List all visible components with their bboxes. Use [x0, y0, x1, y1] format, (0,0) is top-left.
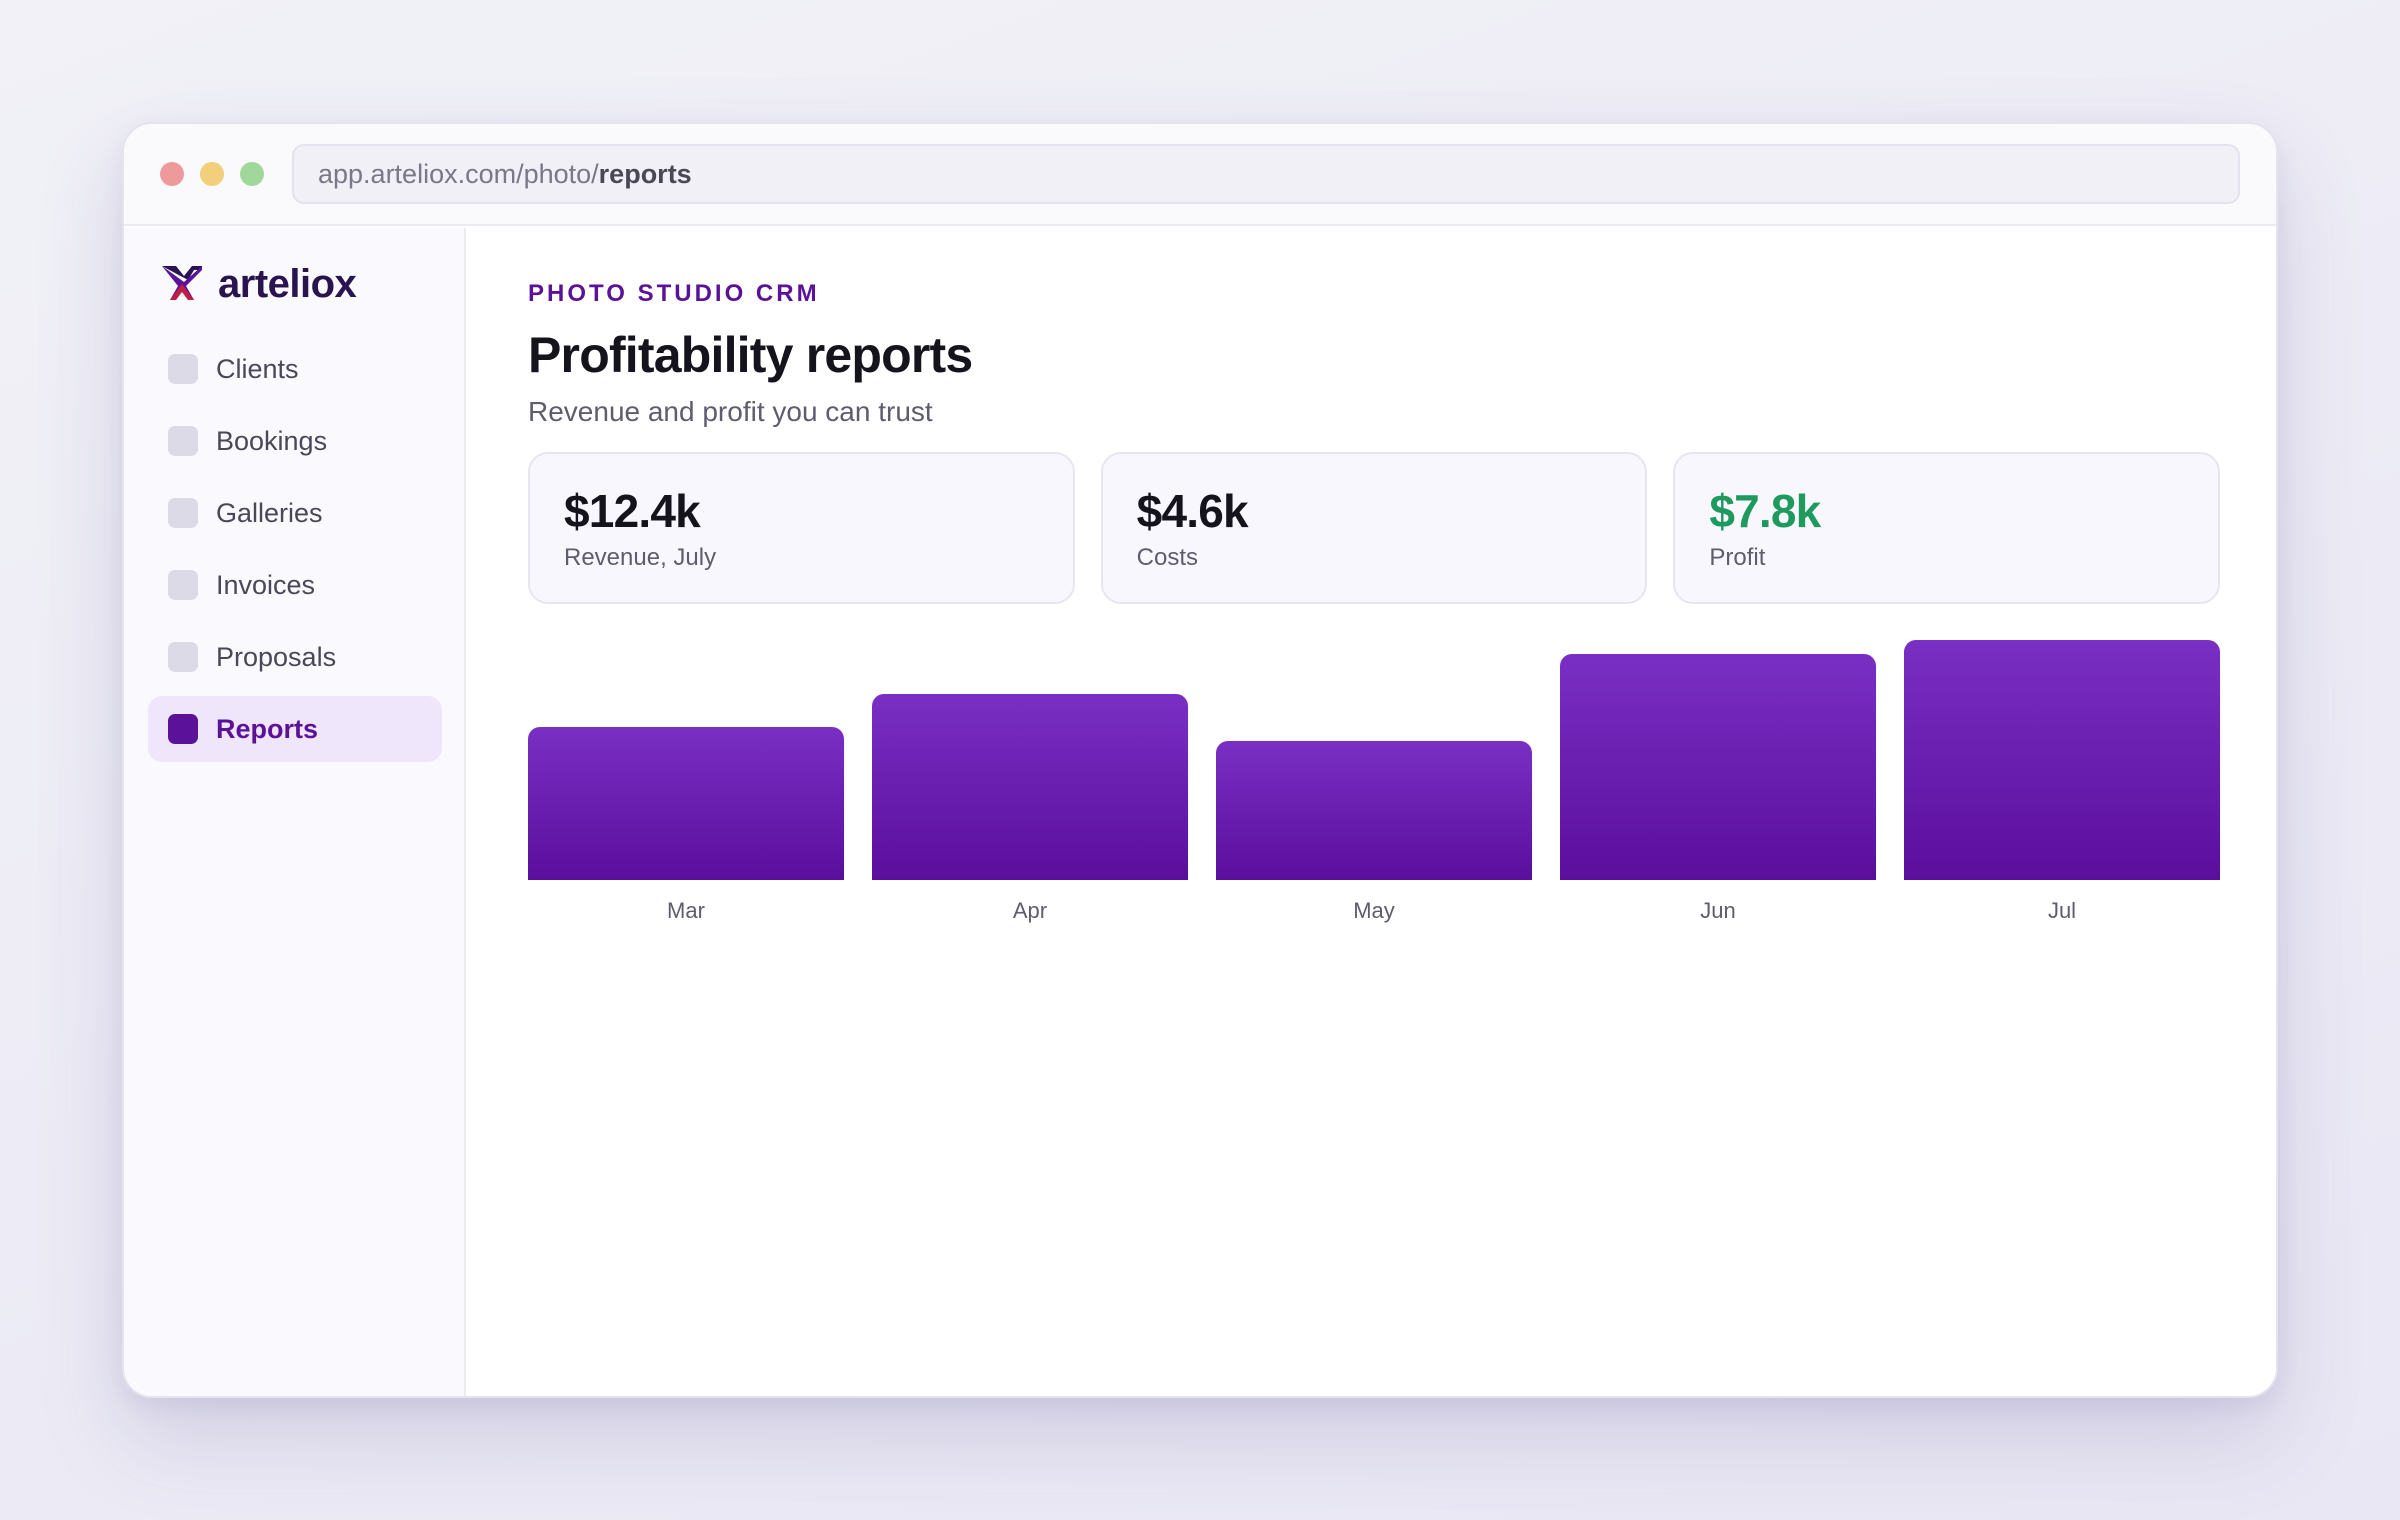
stat-card-costs: $4.6k Costs	[1100, 452, 1648, 604]
chart-bar-apr	[872, 694, 1188, 880]
url-path: reports	[598, 158, 692, 189]
stat-label: Revenue, July	[564, 544, 717, 571]
stat-card-profit: $7.8k Profit	[1673, 452, 2221, 604]
nav-square-icon	[168, 714, 198, 744]
chart-bar-may	[1216, 740, 1532, 880]
stat-label: Costs	[1136, 544, 1199, 571]
chart-bar-jun	[1560, 653, 1876, 880]
main-content: PHOTO STUDIO CRM Profitability reports R…	[466, 228, 2276, 1396]
arteliox-logo-icon	[162, 266, 202, 300]
sidebar: arteliox Clients Bookings Galleries Invoice…	[124, 228, 466, 1396]
browser-window: app.arteliox.com/photo/reports arteliox …	[122, 122, 2278, 1398]
sidebar-item-invoices[interactable]: Invoices	[148, 552, 442, 618]
nav-square-icon	[168, 498, 198, 528]
minimize-window-button[interactable]	[200, 162, 224, 186]
sidebar-item-label: Bookings	[216, 425, 328, 456]
x-tick-label: Apr	[1012, 898, 1048, 923]
stat-value: $4.6k	[1136, 485, 1249, 537]
sidebar-item-proposals[interactable]: Proposals	[148, 624, 442, 690]
sidebar-item-label: Clients	[216, 353, 299, 384]
nav-square-icon	[168, 426, 198, 456]
sidebar-item-label: Invoices	[216, 569, 316, 600]
sidebar-item-bookings[interactable]: Bookings	[148, 408, 442, 474]
sidebar-item-clients[interactable]: Clients	[148, 336, 442, 402]
nav-square-icon	[168, 642, 198, 672]
brand-logo[interactable]: arteliox	[158, 260, 357, 308]
maximize-window-button[interactable]	[240, 162, 264, 186]
sidebar-nav: Clients Bookings Galleries Invoices Proposal…	[148, 336, 442, 768]
stat-label: Profit	[1709, 544, 1766, 571]
sidebar-item-label: Galleries	[216, 497, 323, 528]
section-eyebrow: PHOTO STUDIO CRM	[528, 280, 820, 307]
address-bar[interactable]: app.arteliox.com/photo/reports	[292, 144, 2240, 204]
sidebar-item-label: Reports	[216, 713, 319, 744]
x-tick-label: May	[1353, 898, 1395, 923]
sidebar-item-reports[interactable]: Reports	[148, 696, 442, 762]
sidebar-item-label: Proposals	[216, 641, 337, 672]
nav-square-icon	[168, 354, 198, 384]
nav-square-icon	[168, 570, 198, 600]
chart-bar-jul	[1904, 640, 2220, 880]
sidebar-item-galleries[interactable]: Galleries	[148, 480, 442, 546]
url-prefix: app.arteliox.com/photo/	[318, 158, 599, 189]
x-tick-label: Jul	[2047, 898, 2077, 923]
brand-name: arteliox	[218, 261, 357, 306]
close-window-button[interactable]	[160, 162, 184, 186]
stat-value: $12.4k	[564, 485, 701, 537]
stat-card-revenue: $12.4k Revenue, July	[528, 452, 1075, 604]
x-tick-label: Mar	[667, 898, 705, 923]
browser-titlebar: app.arteliox.com/photo/reports	[124, 124, 2276, 226]
page-title: Profitability reports	[528, 327, 973, 383]
chart-bar-mar	[528, 727, 844, 880]
stat-value: $7.8k	[1709, 485, 1821, 537]
stat-cards: $12.4k Revenue, July $4.6k Costs $7.8k P…	[528, 452, 2221, 604]
revenue-bar-chart: Mar Apr May Jun Jul	[528, 640, 2220, 968]
page-subtitle: Revenue and profit you can trust	[528, 396, 933, 427]
x-tick-label: Jun	[1700, 898, 1736, 923]
